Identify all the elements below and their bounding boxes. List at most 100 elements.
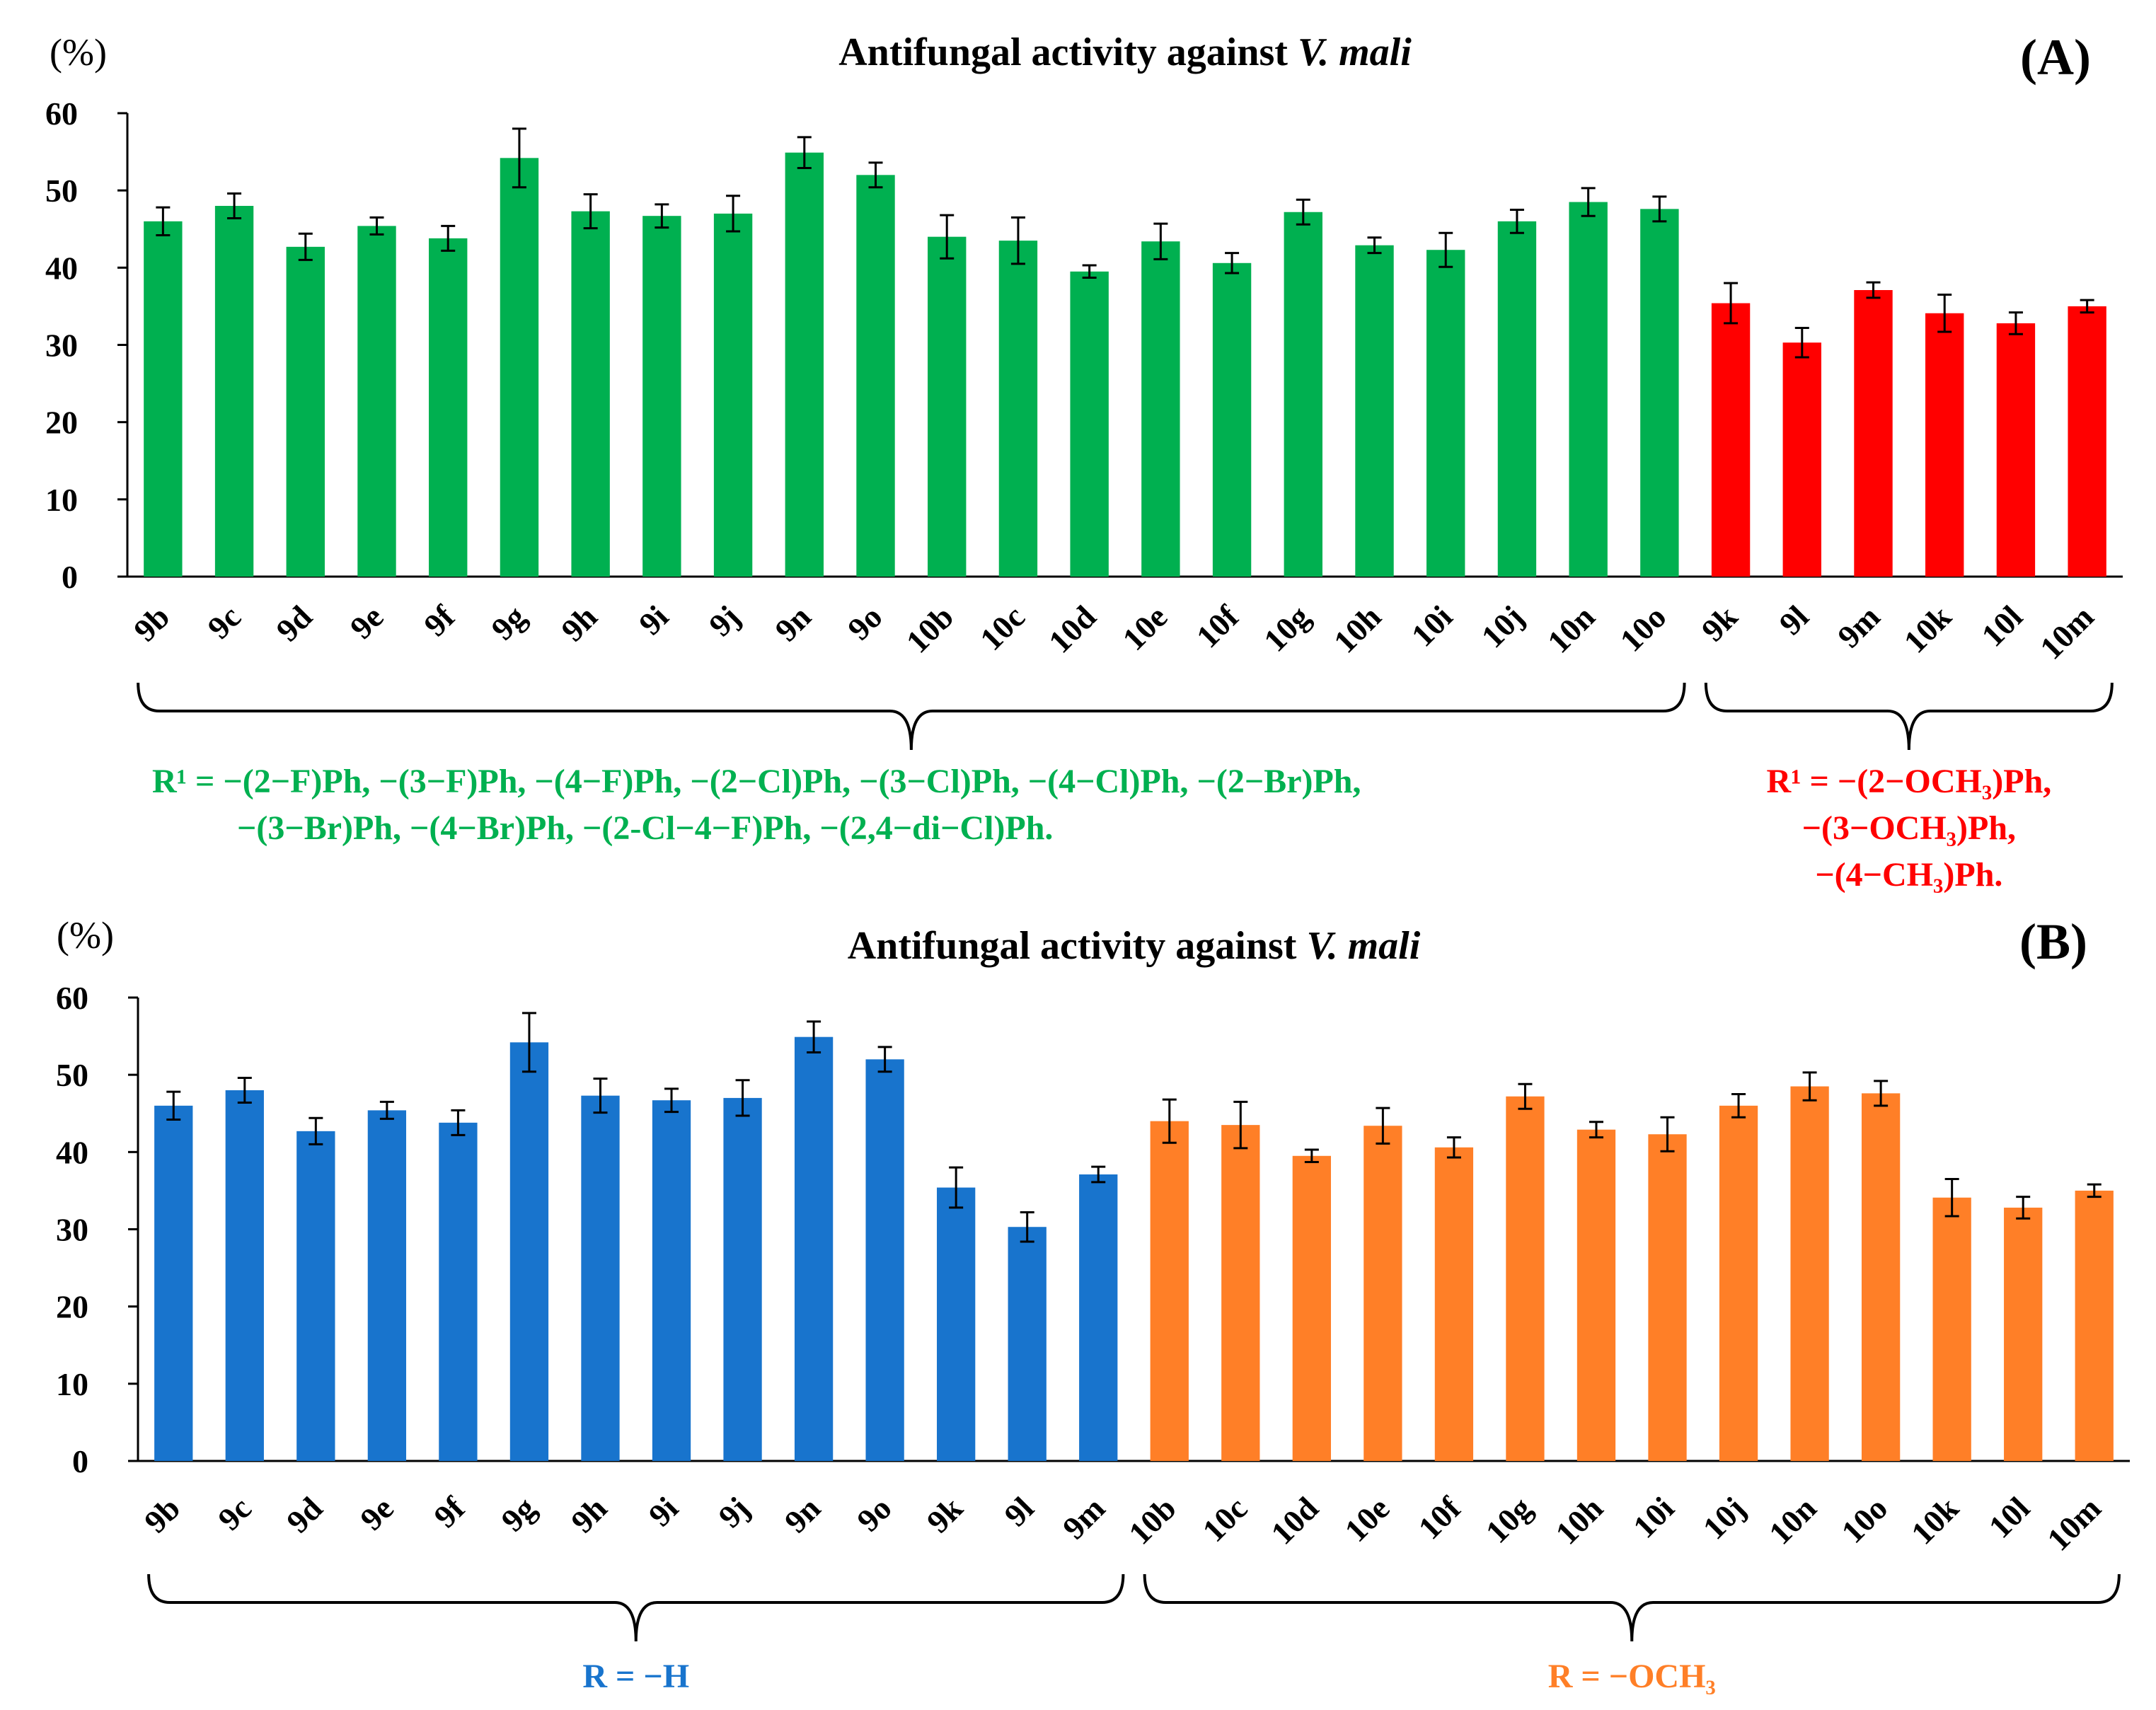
chart-title-organism: V. mali: [1298, 30, 1412, 74]
chart-title-text: Antifungal activity against: [838, 30, 1298, 74]
bar-10i: [1426, 250, 1465, 577]
x-tick-label: 9k: [920, 1490, 970, 1540]
bar-9d: [296, 1131, 335, 1461]
x-tick-label: 9j: [711, 1490, 756, 1535]
y-tick-label: 10: [56, 1366, 88, 1402]
x-tick-label: 9i: [642, 1490, 686, 1534]
bar-9b: [154, 1105, 193, 1461]
bar-9d: [286, 246, 325, 577]
bar-9g: [509, 1042, 549, 1461]
x-tick-label: 10f: [1412, 1490, 1468, 1547]
x-tick-label: 10m: [2040, 1490, 2108, 1558]
bar-9m: [1854, 289, 1893, 577]
bar-9l: [1008, 1227, 1047, 1461]
x-tick-label: 9c: [211, 1490, 258, 1537]
chart-title: Antifungal activity against V. mali: [838, 30, 1412, 74]
y-tick-label: 50: [56, 1057, 88, 1093]
bar-9j: [723, 1097, 762, 1461]
bar-9g: [500, 158, 539, 577]
bar-9n: [794, 1036, 834, 1461]
x-tick-label: 10d: [1042, 599, 1103, 660]
x-tick-label: 10c: [1195, 1490, 1254, 1549]
bar-9o: [865, 1059, 904, 1461]
y-tick-label: 50: [45, 173, 78, 209]
group-bracket: [137, 682, 1686, 751]
bar-10k: [1932, 1197, 1971, 1461]
x-tick-label: 10f: [1189, 599, 1246, 655]
x-tick-label: 9m: [1831, 599, 1886, 654]
y-tick-label: 0: [72, 1443, 88, 1479]
panel-label: (B): [2019, 913, 2087, 970]
bar-10n: [1569, 202, 1608, 577]
bar-10m: [2075, 1190, 2114, 1461]
bar-10c: [998, 241, 1038, 577]
bar-9b: [144, 221, 183, 577]
x-tick-label: 9l: [1772, 599, 1815, 642]
x-tick-label: 10j: [1696, 1490, 1752, 1546]
y-tick-label: 30: [56, 1212, 88, 1248]
x-tick-label: 9f: [417, 599, 462, 644]
bar-9f: [429, 238, 468, 577]
x-tick-label: 9k: [1695, 599, 1745, 649]
x-tick-label: 9b: [137, 1490, 187, 1539]
x-tick-label: 10l: [1974, 599, 2029, 654]
bar-10k: [1925, 313, 1964, 577]
bar-10m: [2068, 306, 2106, 577]
group-label: R¹ = −(2−F)Ph, −(3−F)Ph, −(4−F)Ph, −(2−C…: [152, 763, 1361, 800]
bar-10h: [1355, 245, 1394, 577]
x-tick-label: 10m: [2033, 599, 2101, 666]
bar-9c: [214, 206, 254, 577]
x-tick-label: 10e: [1115, 599, 1174, 657]
x-tick-label: 9n: [778, 1490, 827, 1539]
bar-9l: [1782, 342, 1821, 577]
x-tick-label: 10c: [973, 599, 1032, 657]
bar-10g: [1284, 212, 1322, 577]
x-tick-label: 9o: [841, 599, 889, 647]
x-tick-label: 9h: [564, 1490, 613, 1539]
bar-9m: [1079, 1174, 1118, 1461]
x-tick-label: 9l: [997, 1490, 1040, 1533]
y-tick-label: 20: [56, 1289, 88, 1325]
x-tick-label: 9e: [353, 1490, 400, 1537]
y-tick-label: 10: [45, 482, 78, 518]
y-tick-label: 40: [45, 250, 78, 286]
x-tick-label: 10b: [899, 599, 961, 660]
bar-10f: [1212, 262, 1252, 577]
bar-9k: [937, 1187, 976, 1461]
x-tick-label: 10k: [1904, 1490, 1966, 1552]
x-tick-label: 10b: [1122, 1490, 1183, 1552]
x-tick-label: 10h: [1548, 1490, 1610, 1552]
x-tick-label: 9h: [554, 599, 604, 648]
chart-title-organism: V. mali: [1306, 924, 1420, 968]
bar-10d: [1070, 271, 1109, 577]
x-tick-label: 9f: [427, 1490, 472, 1535]
chart-title-text: Antifungal activity against: [848, 924, 1307, 968]
x-tick-label: 10n: [1540, 599, 1602, 660]
bar-10j: [1497, 221, 1537, 577]
y-tick-label: 20: [45, 405, 78, 441]
bar-9o: [856, 175, 895, 577]
x-tick-label: 10i: [1626, 1490, 1681, 1545]
bar-10l: [1996, 323, 2036, 577]
x-tick-label: 10n: [1762, 1490, 1823, 1552]
x-tick-label: 10o: [1834, 1490, 1894, 1550]
chart-title: Antifungal activity against V. mali: [848, 924, 1421, 968]
bar-9h: [571, 211, 610, 577]
x-tick-label: 10i: [1405, 599, 1460, 654]
bar-10l: [2004, 1207, 2043, 1461]
x-tick-label: 10g: [1257, 599, 1317, 659]
bar-10o: [1640, 209, 1679, 577]
x-tick-label: 10o: [1613, 599, 1673, 659]
bar-10h: [1576, 1129, 1616, 1461]
bar-9i: [652, 1100, 691, 1461]
x-tick-label: 10k: [1897, 599, 1959, 660]
x-tick-label: 9n: [768, 599, 817, 648]
bar-10j: [1719, 1105, 1758, 1461]
y-axis-unit: (%): [57, 914, 114, 957]
y-tick-label: 60: [45, 96, 78, 132]
y-axis-unit: (%): [50, 31, 107, 74]
bar-9j: [713, 213, 753, 577]
group-label: −(4−CH₃)Ph.: [1815, 856, 2002, 894]
bar-10i: [1648, 1134, 1687, 1461]
